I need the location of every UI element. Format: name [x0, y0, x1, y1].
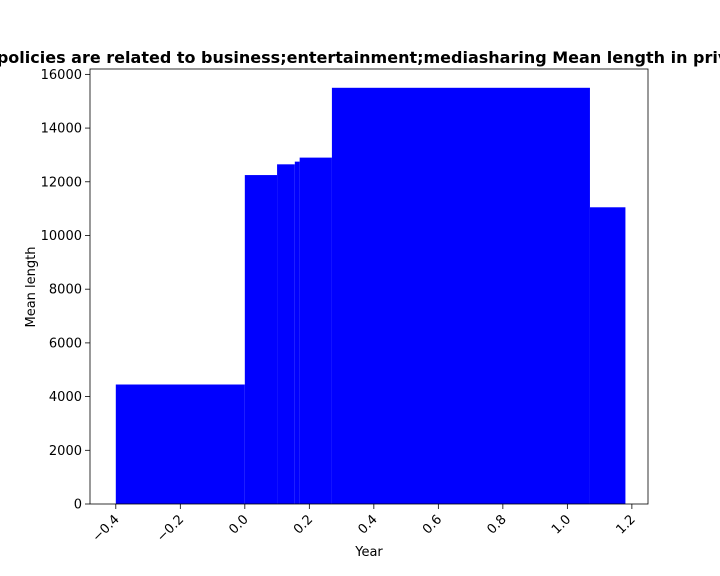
x-tick-label: 1.2: [613, 512, 638, 537]
x-tick-label: 1.0: [549, 512, 574, 537]
y-tick-label: 0: [74, 498, 82, 513]
bar-4: [299, 157, 332, 504]
bars-group: [115, 87, 626, 504]
x-tick-label: 0.4: [355, 512, 380, 537]
bar-5: [331, 87, 590, 504]
x-tick-label: −0.4: [90, 512, 123, 545]
x-tick-label: −0.2: [154, 512, 187, 545]
x-axis: −0.4 −0.2 0.0 0.2 0.4 0.6 0.8 1.0 1.2: [90, 504, 639, 545]
x-tick-label: 0.6: [420, 512, 445, 537]
x-tick-label: 0.0: [226, 512, 251, 537]
bar-3: [294, 161, 300, 504]
bar-1: [244, 175, 278, 504]
plot-frame: [89, 68, 649, 505]
y-tick-label: 8000: [49, 283, 82, 298]
y-axis: 0 2000 4000 6000 8000 10000 12000 14000 16000: [41, 68, 90, 513]
x-axis-label: Year: [354, 545, 383, 560]
y-tick-label: 2000: [49, 444, 82, 459]
bar-0: [115, 384, 245, 504]
x-tick-label: 0.2: [291, 512, 316, 537]
bar-2: [277, 164, 295, 504]
y-tick-label: 12000: [41, 175, 82, 190]
chart-title: Number of Privacy policies are related t…: [0, 48, 720, 67]
y-axis-label: Mean length: [24, 247, 39, 328]
y-tick-label: 6000: [49, 336, 82, 351]
y-tick-label: 14000: [41, 122, 82, 137]
y-tick-label: 4000: [49, 390, 82, 405]
x-tick-label: 0.8: [484, 512, 509, 537]
y-tick-label: 16000: [41, 68, 82, 83]
y-tick-label: 10000: [41, 229, 82, 244]
bar-6: [589, 207, 626, 504]
